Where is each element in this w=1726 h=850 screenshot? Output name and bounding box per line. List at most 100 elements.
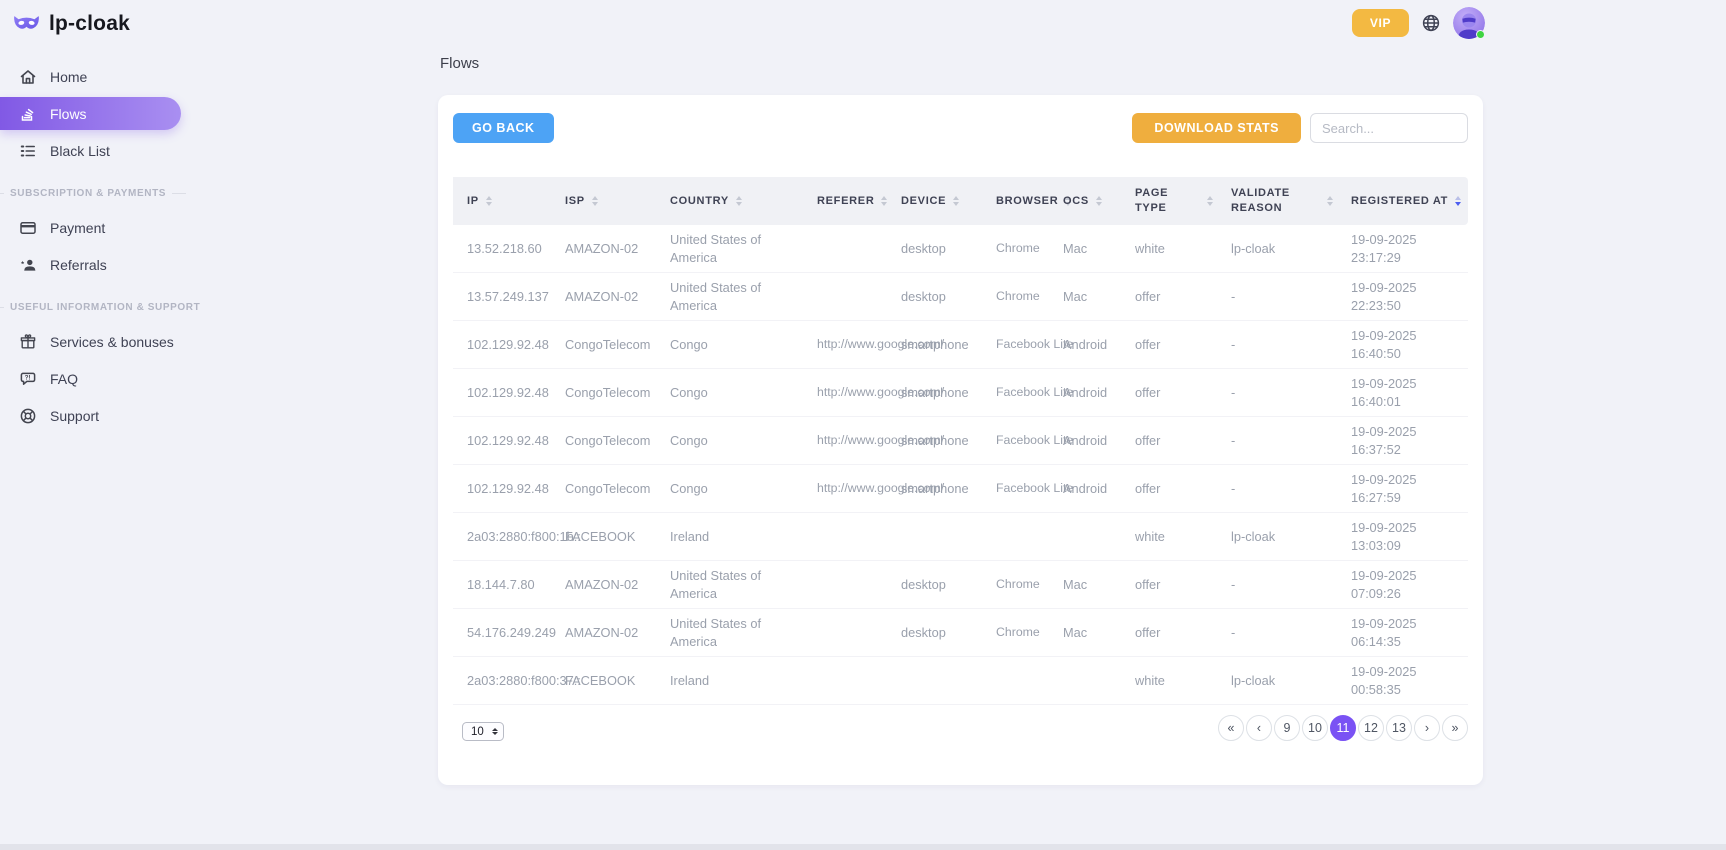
sidebar-item-black-list[interactable]: Black List [0, 134, 200, 167]
sort-icon[interactable] [881, 196, 888, 206]
svg-text:?!: ?! [25, 374, 31, 381]
page-button[interactable]: ‹ [1246, 715, 1272, 741]
sidebar-item-label: Support [50, 407, 100, 424]
sort-icon[interactable] [953, 196, 960, 206]
cell-isp: AMAZON-02 [551, 609, 656, 657]
sidebar-item-referrals[interactable]: Referrals [0, 248, 200, 281]
brand-logo[interactable]: lp-cloak [0, 0, 200, 36]
page-size-value: 10 [471, 725, 484, 738]
cell-isp: AMAZON-02 [551, 225, 656, 273]
cell-country: Congo [656, 417, 803, 465]
section-header-support: Useful information & support [0, 302, 200, 313]
download-stats-button[interactable]: DOWNLOAD STATS [1132, 113, 1301, 143]
page-button[interactable]: › [1414, 715, 1440, 741]
cell-ocs: Mac [1049, 609, 1121, 657]
cell-page-type: offer [1121, 369, 1217, 417]
cell-device: desktop [887, 273, 982, 321]
cell-registered-at: 19-09-2025 16:27:59 [1337, 465, 1468, 513]
cell-isp: AMAZON-02 [551, 273, 656, 321]
cell-page-type: white [1121, 225, 1217, 273]
cell-ocs: Android [1049, 465, 1121, 513]
cell-registered-at: 19-09-2025 16:40:01 [1337, 369, 1468, 417]
sort-icon[interactable] [1455, 196, 1462, 206]
column-header[interactable]: VALIDATE REASON [1217, 177, 1337, 225]
cell-validate-reason: - [1217, 609, 1337, 657]
cell-browser: Facebook Lite [982, 321, 1073, 369]
cell-isp: AMAZON-02 [551, 561, 656, 609]
column-header[interactable]: OCS [1049, 177, 1121, 225]
cell-device: desktop [887, 561, 982, 609]
column-header[interactable]: BROWSER [982, 177, 1072, 225]
language-globe-button[interactable] [1421, 13, 1441, 33]
column-header[interactable]: COUNTRY [656, 177, 803, 225]
cell-referer [803, 609, 887, 657]
horizontal-scrollbar-track[interactable] [0, 844, 1726, 850]
cell-registered-at: 19-09-2025 07:09:26 [1337, 561, 1468, 609]
cell-ip: 102.129.92.48 [453, 321, 551, 369]
sidebar-item-flows[interactable]: Flows [0, 97, 181, 130]
user-avatar[interactable] [1453, 7, 1485, 39]
sort-icon[interactable] [591, 196, 598, 206]
cell-ip: 102.129.92.48 [453, 369, 551, 417]
sidebar-item-home[interactable]: Home [0, 60, 200, 93]
cell-browser: Chrome [982, 273, 1049, 321]
flows-card: GO BACK DOWNLOAD STATS IP ISP [438, 95, 1483, 785]
cell-country: Congo [656, 369, 803, 417]
cell-registered-at: 19-09-2025 16:40:50 [1337, 321, 1468, 369]
sort-icon[interactable] [735, 196, 742, 206]
cell-ocs: Mac [1049, 273, 1121, 321]
sort-icon[interactable] [1065, 196, 1072, 206]
cell-isp: FACEBOOK [551, 657, 656, 705]
sort-icon[interactable] [1207, 196, 1213, 206]
page-button[interactable]: « [1218, 715, 1244, 741]
cell-country: United States of America [656, 609, 803, 657]
cell-ip: 13.52.218.60 [453, 225, 551, 273]
sidebar-item-label: FAQ [50, 370, 79, 387]
column-header[interactable]: REGISTERED AT [1337, 177, 1468, 225]
page-button[interactable]: » [1442, 715, 1468, 741]
column-header[interactable]: PAGE TYPE [1121, 177, 1217, 225]
table-footer: 10 « ‹ 9 10 11 12 13 › » [438, 705, 1483, 741]
table-row: 102.129.92.48 CongoTelecom Congo http://… [453, 369, 1468, 417]
cell-validate-reason: - [1217, 273, 1337, 321]
page-button[interactable]: 10 [1302, 715, 1328, 741]
sidebar-item-support[interactable]: Support [0, 399, 200, 432]
column-header[interactable]: ISP [551, 177, 656, 225]
page-size-select[interactable]: 10 [462, 722, 504, 741]
sort-icon[interactable] [1327, 196, 1333, 206]
cell-isp: CongoTelecom [551, 465, 656, 513]
sidebar-item-services[interactable]: Services & bonuses [0, 325, 200, 358]
page-button[interactable]: 11 [1330, 715, 1356, 741]
table-row: 102.129.92.48 CongoTelecom Congo http://… [453, 417, 1468, 465]
sidebar-item-payment[interactable]: Payment [0, 211, 200, 244]
cell-validate-reason: lp-cloak [1217, 657, 1337, 705]
cell-country: Ireland [656, 513, 803, 561]
column-header[interactable]: IP [453, 177, 551, 225]
cell-ip: 2a03:2880:f800:1b:: [453, 513, 581, 561]
sort-icon[interactable] [1095, 196, 1102, 206]
sidebar-item-label: Referrals [50, 256, 107, 273]
sort-icon[interactable] [485, 196, 492, 206]
cell-browser: Chrome [982, 561, 1049, 609]
cell-isp: CongoTelecom [551, 321, 656, 369]
go-back-button[interactable]: GO BACK [453, 113, 554, 143]
column-header[interactable]: DEVICE [887, 177, 982, 225]
cell-page-type: white [1121, 513, 1217, 561]
person-add-icon [20, 259, 36, 271]
page-button[interactable]: 9 [1274, 715, 1300, 741]
page-button[interactable]: 12 [1358, 715, 1384, 741]
cell-browser [982, 657, 1049, 705]
cell-ocs: Mac [1049, 225, 1121, 273]
column-header[interactable]: REFERER [803, 177, 888, 225]
sidebar-item-label: Flows [50, 105, 87, 122]
cell-device: desktop [887, 225, 982, 273]
cell-referer [803, 561, 887, 609]
search-input[interactable] [1310, 113, 1468, 143]
cell-validate-reason: - [1217, 369, 1337, 417]
cell-page-type: offer [1121, 321, 1217, 369]
sidebar-item-faq[interactable]: ?! FAQ [0, 362, 200, 395]
cell-isp: CongoTelecom [551, 417, 656, 465]
vip-button[interactable]: VIP [1352, 9, 1409, 37]
cell-browser: Facebook Lite [982, 465, 1073, 513]
page-button[interactable]: 13 [1386, 715, 1412, 741]
